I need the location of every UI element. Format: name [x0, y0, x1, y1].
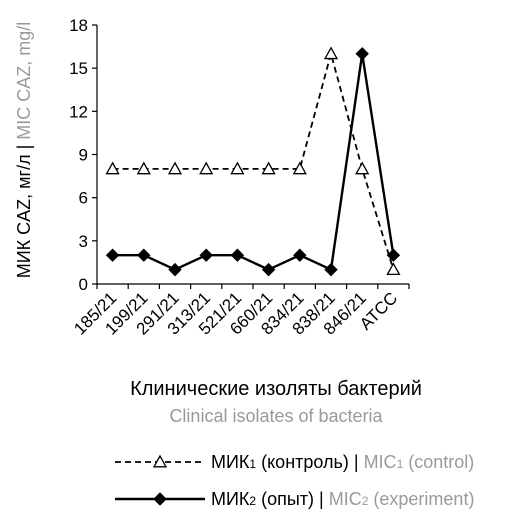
- data-point-diamond: [261, 262, 276, 277]
- y-tick-label: 3: [79, 232, 88, 251]
- data-point-triangle: [199, 161, 214, 175]
- y-axis-title-en: MIC CAZ, mg/l: [14, 22, 34, 140]
- data-point-diamond: [153, 492, 167, 506]
- data-point-triangle: [167, 161, 183, 175]
- data-point-diamond: [137, 248, 151, 262]
- data-point-diamond: [324, 262, 338, 277]
- data-point-triangle: [136, 161, 151, 175]
- legend: МИК1 (контроль) | MIC1 (control) МИК2 (оп…: [115, 452, 474, 509]
- data-point-diamond: [293, 248, 307, 262]
- data-point-diamond: [168, 262, 182, 277]
- y-tick-label: 12: [69, 102, 88, 121]
- y-axis-title: МИК CAZ, мг/л | MIC CAZ, mg/l: [14, 22, 34, 279]
- plot-area: 0369121518185/21199/21291/21313/21521/21…: [69, 16, 410, 339]
- data-point-diamond: [355, 47, 369, 61]
- x-axis-title-ru: Клинические изоляты бактерий: [130, 378, 422, 400]
- data-point-triangle: [261, 161, 276, 175]
- y-axis-title-ru: МИК CAZ, мг/л |: [14, 140, 34, 279]
- data-point-diamond: [199, 248, 213, 262]
- data-point-triangle: [152, 454, 168, 468]
- data-point-diamond: [386, 248, 401, 262]
- y-tick-label: 0: [79, 275, 88, 294]
- data-point-triangle: [323, 46, 339, 60]
- y-tick-label: 6: [79, 189, 88, 208]
- x-axis-title-en: Clinical isolates of bacteria: [169, 406, 383, 426]
- legend-label-1: МИК1 (контроль) | MIC1 (control): [211, 452, 474, 472]
- series-line-1: [112, 50, 395, 270]
- y-tick-label: 15: [69, 59, 88, 78]
- data-point-triangle: [292, 161, 307, 175]
- y-tick-label: 18: [69, 16, 88, 35]
- data-point-diamond: [230, 248, 245, 262]
- series-line-2: [112, 53, 395, 272]
- data-point-triangle: [230, 161, 245, 175]
- data-point-triangle: [105, 161, 120, 175]
- y-tick-label: 9: [79, 146, 88, 165]
- data-point-triangle: [355, 161, 370, 175]
- data-point-triangle: [386, 262, 401, 276]
- legend-label-2: МИК2 (опыт) | MIC2 (experiment): [211, 489, 474, 509]
- data-point-diamond: [105, 248, 120, 262]
